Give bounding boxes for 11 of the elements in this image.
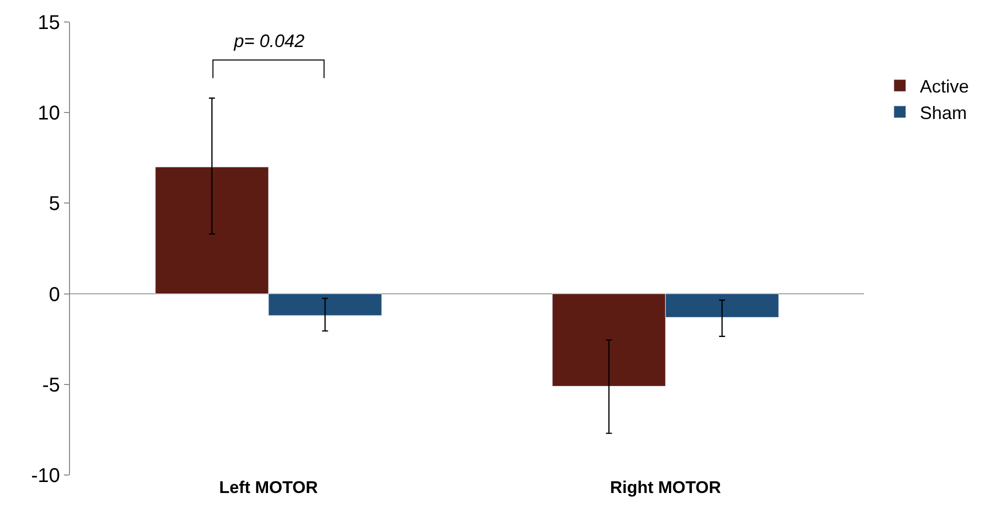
legend-label: Active [920, 76, 969, 97]
x-tick-label: Right MOTOR [610, 478, 722, 497]
y-tick-label: 5 [48, 193, 60, 216]
annotation: p= 0.042 [233, 31, 305, 51]
y-tick-label: 0 [48, 284, 60, 306]
y-tick-label: -10 [31, 465, 60, 487]
y-tick-label: 15 [38, 12, 60, 34]
y-tick-label: -5 [42, 374, 60, 396]
y-tick-label: 10 [38, 102, 60, 125]
legend-label: Sham [920, 102, 967, 123]
x-tick-label: Left MOTOR [219, 478, 318, 497]
